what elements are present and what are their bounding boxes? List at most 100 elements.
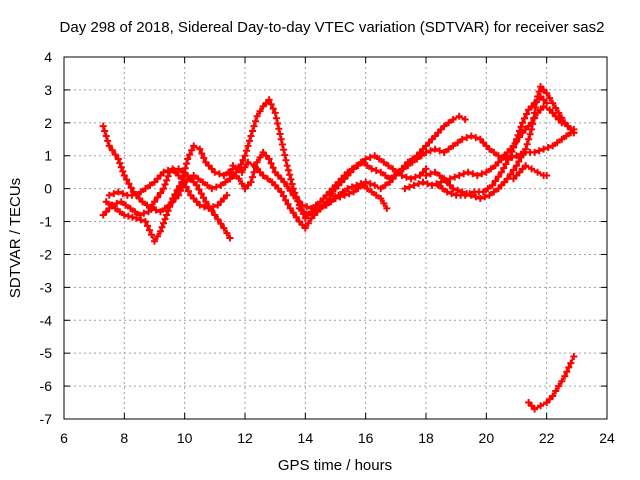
y-tick-label: 2	[44, 115, 52, 131]
data-point	[281, 151, 289, 159]
data-point	[552, 104, 560, 112]
data-point	[152, 206, 160, 214]
y-tick-label: 4	[44, 49, 52, 65]
data-point	[169, 195, 177, 202]
data-point	[517, 153, 525, 161]
data-point	[235, 175, 243, 183]
data-point	[363, 162, 371, 170]
data-point	[107, 201, 115, 209]
data-point	[303, 203, 311, 211]
data-point	[286, 187, 294, 195]
data-point	[250, 122, 258, 130]
data-point	[131, 208, 139, 216]
data-point	[275, 125, 283, 133]
data-point	[487, 165, 495, 173]
data-point	[143, 201, 151, 209]
data-point	[440, 148, 448, 156]
data-point	[445, 119, 453, 127]
data-point	[114, 188, 122, 196]
data-point	[368, 188, 376, 196]
data-point	[271, 109, 279, 117]
data-point	[458, 135, 466, 143]
data-point	[478, 170, 486, 178]
data-point	[116, 208, 124, 216]
data-point	[472, 134, 480, 142]
data-point	[265, 155, 273, 163]
data-point	[160, 219, 167, 227]
data-point	[178, 175, 186, 183]
data-point	[544, 144, 552, 151]
data-point	[116, 159, 124, 167]
y-tick-label: -3	[40, 279, 53, 295]
data-point	[151, 237, 158, 245]
data-point	[200, 203, 208, 211]
data-point	[221, 178, 229, 186]
data-point	[137, 188, 145, 196]
data-point	[348, 165, 356, 173]
data-point	[104, 137, 112, 145]
data-point	[234, 165, 241, 173]
data-point	[390, 172, 398, 179]
data-point	[215, 170, 223, 178]
data-point	[114, 155, 122, 163]
data-point	[484, 185, 492, 193]
data-point	[464, 168, 472, 176]
data-point	[272, 114, 280, 122]
data-point	[157, 189, 164, 197]
data-point	[431, 145, 439, 153]
data-point	[341, 191, 349, 199]
data-point	[336, 193, 344, 201]
series-track-14	[525, 353, 578, 413]
data-point	[157, 208, 164, 216]
data-point	[383, 204, 391, 212]
data-point	[485, 191, 493, 199]
data-point	[436, 147, 444, 155]
x-tick-label: 12	[237, 430, 253, 446]
data-point	[488, 181, 496, 189]
data-point	[427, 170, 434, 178]
data-point	[230, 172, 238, 179]
data-point	[198, 150, 206, 157]
data-point	[485, 145, 493, 153]
data-point	[105, 191, 113, 199]
data-point	[146, 181, 154, 189]
series-track-12	[434, 93, 551, 199]
x-axis-label: GPS time / hours	[278, 457, 392, 474]
data-point	[288, 180, 296, 188]
data-point	[516, 127, 523, 135]
data-point	[511, 139, 519, 147]
data-point	[549, 99, 557, 107]
data-point	[211, 168, 219, 176]
data-point	[313, 204, 321, 212]
series-line	[527, 355, 575, 411]
data-point	[381, 181, 389, 189]
data-point	[214, 215, 222, 223]
x-tick-label: 18	[418, 430, 434, 446]
data-point	[203, 181, 211, 189]
data-point	[256, 153, 264, 161]
data-point	[411, 173, 419, 181]
data-point	[117, 163, 125, 171]
y-tick-label: -4	[40, 312, 53, 328]
data-point	[267, 100, 275, 108]
data-point	[280, 146, 288, 154]
data-point	[563, 368, 571, 376]
data-point	[344, 185, 352, 193]
data-point	[300, 208, 308, 216]
data-point	[132, 191, 140, 199]
y-tick-label: -2	[40, 246, 53, 262]
data-point	[546, 94, 554, 102]
data-point	[264, 175, 272, 183]
data-point	[377, 195, 385, 202]
data-point	[304, 211, 312, 219]
series-track-4	[105, 165, 231, 212]
data-point	[120, 211, 128, 219]
data-point	[372, 191, 380, 199]
data-point	[345, 190, 353, 198]
data-point	[122, 201, 130, 209]
data-point	[552, 387, 560, 395]
data-point	[427, 147, 434, 155]
data-point	[461, 191, 469, 199]
data-point	[166, 203, 174, 211]
data-point	[500, 164, 508, 172]
